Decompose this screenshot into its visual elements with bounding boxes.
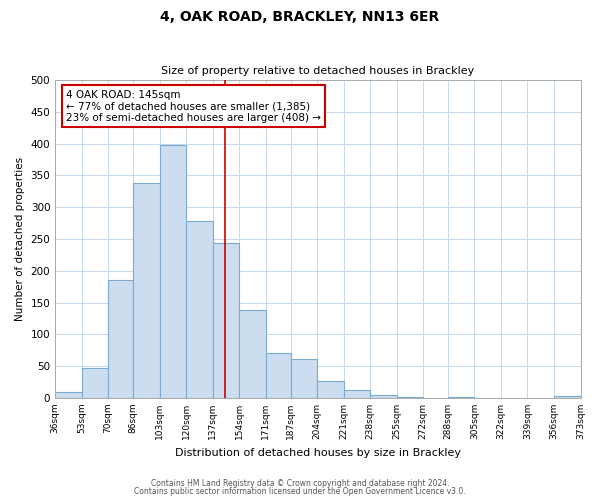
Bar (317, 382, 344, 398)
Bar (108, 280, 133, 398)
Text: 4, OAK ROAD, BRACKLEY, NN13 6ER: 4, OAK ROAD, BRACKLEY, NN13 6ER (160, 10, 440, 24)
Bar (160, 145, 186, 398)
Bar (290, 358, 317, 398)
Bar (55, 392, 82, 398)
Bar (266, 354, 290, 398)
Text: Contains HM Land Registry data © Crown copyright and database right 2024.: Contains HM Land Registry data © Crown c… (151, 478, 449, 488)
Bar (344, 390, 370, 398)
X-axis label: Distribution of detached houses by size in Brackley: Distribution of detached houses by size … (175, 448, 461, 458)
Bar (370, 395, 397, 398)
Bar (186, 221, 212, 398)
Bar (212, 244, 239, 398)
Text: 4 OAK ROAD: 145sqm
← 77% of detached houses are smaller (1,385)
23% of semi-deta: 4 OAK ROAD: 145sqm ← 77% of detached hou… (65, 90, 320, 123)
Text: Contains public sector information licensed under the Open Government Licence v3: Contains public sector information licen… (134, 487, 466, 496)
Bar (554, 396, 581, 398)
Bar (82, 368, 108, 398)
Title: Size of property relative to detached houses in Brackley: Size of property relative to detached ho… (161, 66, 475, 76)
Y-axis label: Number of detached properties: Number of detached properties (15, 157, 25, 321)
Bar (133, 183, 160, 398)
Bar (239, 310, 266, 398)
